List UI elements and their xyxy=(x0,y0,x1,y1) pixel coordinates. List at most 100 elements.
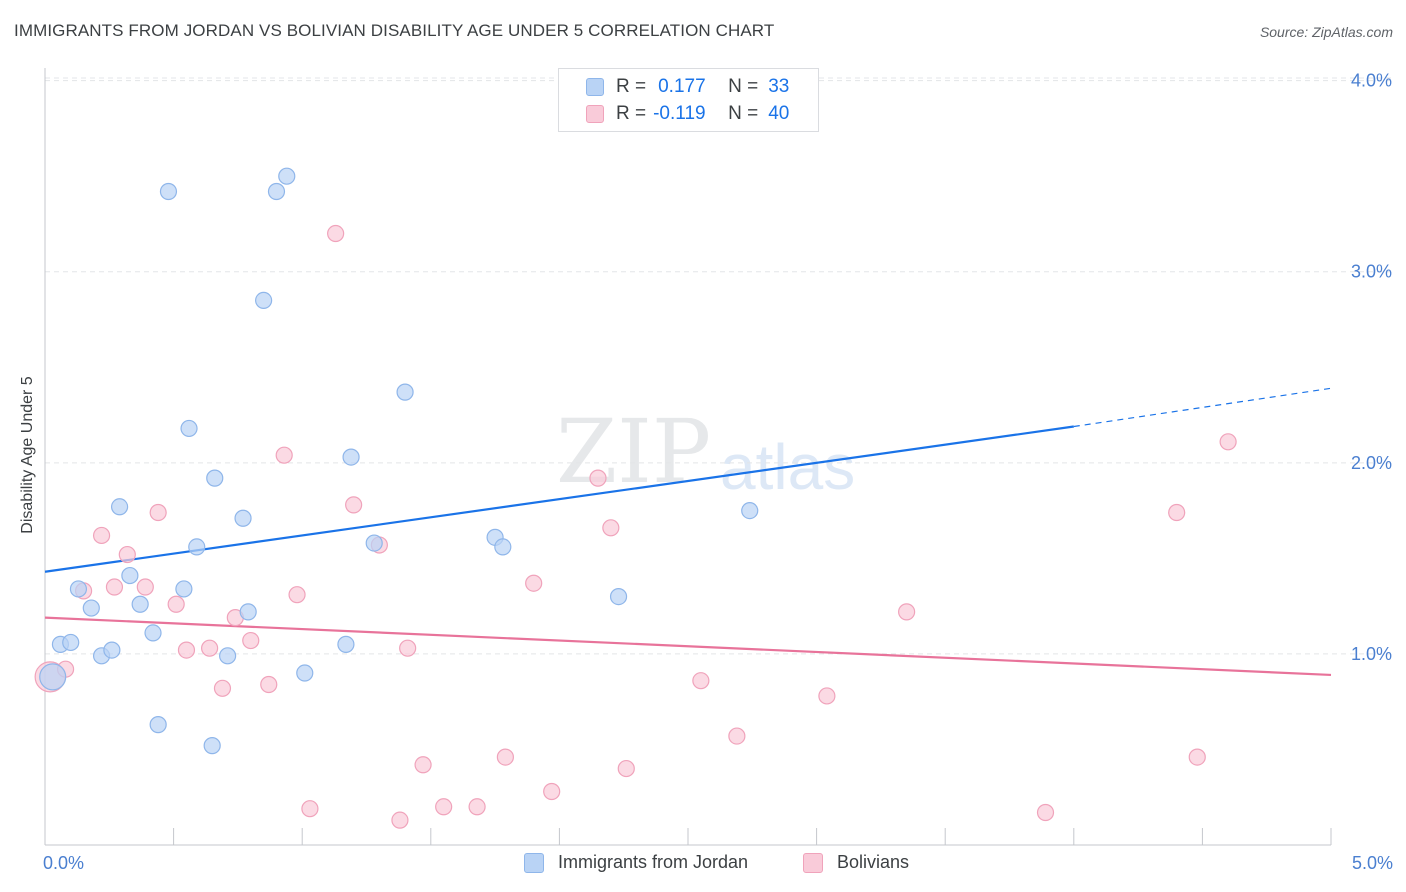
data-point-bolivians xyxy=(898,603,916,621)
data-point-bolivians xyxy=(589,469,607,487)
source-credit: Source: ZipAtlas.com xyxy=(1259,24,1393,40)
data-point-jordan xyxy=(131,595,149,613)
data-point-jordan xyxy=(741,502,759,520)
data-point-jordan xyxy=(365,534,383,552)
data-point-jordan xyxy=(219,647,237,665)
grid-lines xyxy=(45,77,1392,655)
data-point-bolivians xyxy=(468,798,486,816)
data-point-bolivians xyxy=(167,595,185,613)
data-point-jordan xyxy=(103,641,121,659)
data-point-jordan xyxy=(239,603,257,621)
y-tick-label: 1.0% xyxy=(1351,644,1392,664)
data-point-bolivians xyxy=(275,446,293,464)
legend-r-label: R = xyxy=(616,76,647,97)
data-point-bolivians xyxy=(1188,748,1206,766)
data-point-jordan xyxy=(149,716,167,734)
chart-title: IMMIGRANTS FROM JORDAN VS BOLIVIAN DISAB… xyxy=(14,21,775,40)
data-point-bolivians xyxy=(543,782,561,801)
x-tick-label-min: 0.0% xyxy=(43,853,84,873)
data-point-bolivians xyxy=(818,687,836,705)
data-point-jordan xyxy=(234,509,252,527)
series-legend-bolivians: Bolivians xyxy=(803,852,909,873)
data-point-jordan xyxy=(144,624,162,642)
data-point-jordan xyxy=(62,633,80,652)
data-point-bolivians xyxy=(617,759,635,778)
data-point-bolivians xyxy=(391,811,409,829)
data-point-bolivians xyxy=(728,727,746,745)
legend-r-label: R = xyxy=(616,103,647,124)
y-tick-label: 3.0% xyxy=(1351,262,1392,282)
data-point-bolivians xyxy=(1219,433,1237,451)
axes xyxy=(44,68,1332,846)
series-legend-jordan: Immigrants from Jordan xyxy=(524,852,748,873)
y-axis-label: Disability Age Under 5 xyxy=(19,376,36,534)
data-point-jordan xyxy=(110,498,129,516)
legend-r-value-bolivians: -0.119 xyxy=(653,103,706,124)
data-point-bolivians xyxy=(92,526,111,545)
data-point-bolivians xyxy=(177,641,196,659)
trend-line-bolivians xyxy=(44,616,1332,677)
y-tick-label: 4.0% xyxy=(1351,71,1392,91)
watermark-zip: ZIP xyxy=(556,400,712,503)
data-point-jordan xyxy=(337,635,355,653)
data-point-jordan xyxy=(175,580,193,598)
data-point-bolivians xyxy=(201,639,219,657)
data-point-bolivians xyxy=(136,578,154,596)
data-point-bolivians xyxy=(496,748,514,766)
y-tick-label: 2.0% xyxy=(1351,453,1392,473)
series-label-jordan: Immigrants from Jordan xyxy=(558,852,749,872)
data-point-jordan xyxy=(255,291,273,310)
legend-row-jordan: R = 0.177 N = 33 xyxy=(586,76,789,98)
data-point-jordan xyxy=(159,182,178,201)
data-point-bolivians xyxy=(327,224,345,243)
data-point-bolivians xyxy=(288,586,306,604)
series-swatch-jordan xyxy=(524,852,544,873)
legend-n-value-jordan: 33 xyxy=(768,76,790,97)
legend-n-value-bolivians: 40 xyxy=(768,103,790,124)
data-point-bolivians xyxy=(399,639,417,657)
data-point-jordan xyxy=(82,599,100,617)
data-point-jordan xyxy=(121,566,139,585)
data-point-bolivians xyxy=(692,672,710,690)
data-point-bolivians xyxy=(435,798,453,816)
legend-swatch-bolivians xyxy=(586,105,604,123)
data-point-bolivians xyxy=(105,578,124,596)
data-point-bolivians xyxy=(602,519,620,537)
data-point-jordan xyxy=(188,538,206,556)
data-point-jordan xyxy=(69,580,88,598)
data-point-jordan xyxy=(203,737,221,755)
x-tick-label-max: 5.0% xyxy=(1352,853,1393,873)
data-point-bolivians xyxy=(242,631,260,650)
data-point-jordan xyxy=(267,182,286,201)
data-point-bolivians xyxy=(301,800,319,818)
data-points xyxy=(34,167,1237,829)
trend-line-jordan xyxy=(44,425,1074,573)
legend-swatch-jordan xyxy=(586,78,604,96)
series-swatch-bolivians xyxy=(803,852,823,873)
trend-lines xyxy=(44,387,1332,677)
legend-n-label: N = xyxy=(728,76,759,97)
data-point-bolivians xyxy=(118,545,136,564)
data-point-jordan xyxy=(609,587,628,606)
data-point-jordan xyxy=(39,663,67,691)
legend-r-value-jordan: 0.177 xyxy=(658,76,706,97)
data-point-jordan xyxy=(296,664,314,682)
data-point-jordan xyxy=(206,469,224,487)
trend-line-jordan-extension xyxy=(1073,387,1332,428)
data-point-bolivians xyxy=(1036,803,1055,822)
data-point-jordan xyxy=(494,538,512,556)
data-point-bolivians xyxy=(345,496,363,514)
data-point-jordan xyxy=(342,448,360,466)
correlation-legend: R = 0.177 N = 33 R = -0.119 N = 40 xyxy=(558,68,819,132)
series-label-bolivians: Bolivians xyxy=(837,852,910,872)
data-point-bolivians xyxy=(414,756,432,774)
data-point-bolivians xyxy=(525,574,543,592)
data-point-bolivians xyxy=(149,503,167,522)
tick-labels: 1.0% 2.0% 3.0% 4.0% 0.0% 5.0% xyxy=(43,71,1393,873)
data-point-bolivians xyxy=(260,675,278,694)
data-point-jordan xyxy=(396,383,414,401)
data-point-jordan xyxy=(278,167,296,185)
data-point-bolivians xyxy=(1168,503,1186,522)
data-point-jordan xyxy=(180,419,198,438)
